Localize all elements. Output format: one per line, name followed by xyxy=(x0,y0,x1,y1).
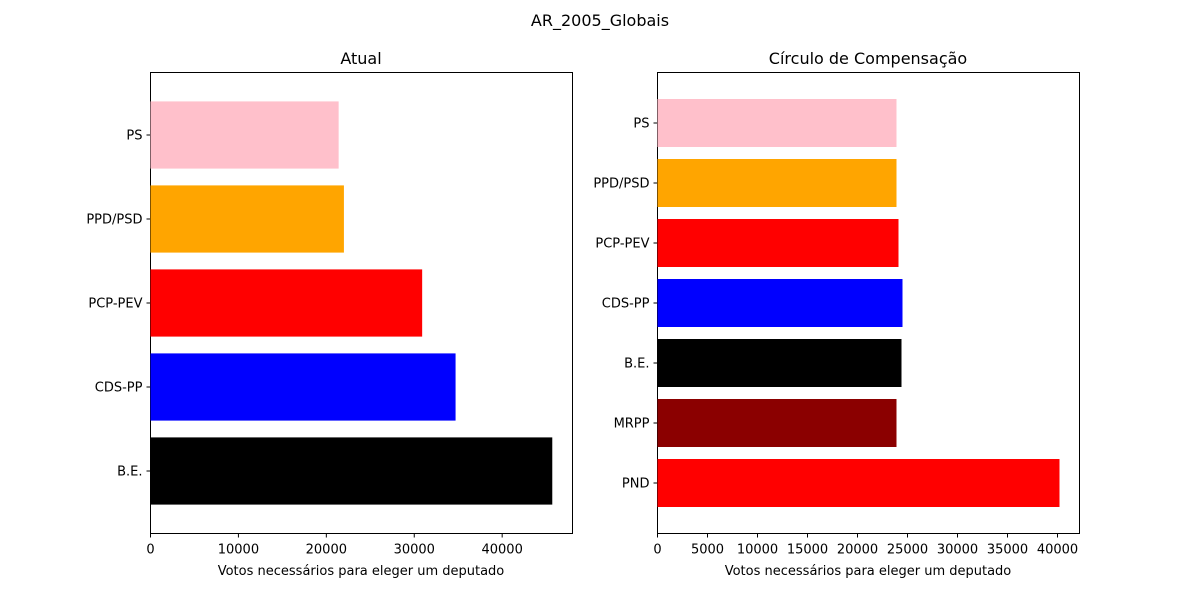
y-tick-label: PPD/PSD xyxy=(86,213,142,228)
chart-atual: PS PPD/PSD PCP-PEV CDS-PP B.E. 0 10000 20000 30… xyxy=(86,49,573,579)
bar-b-e xyxy=(150,437,553,505)
x-tick-label: 35000 xyxy=(987,543,1028,558)
x-tick-label: 30000 xyxy=(394,543,435,558)
y-tick-label: PCP-PEV xyxy=(595,237,649,252)
bars xyxy=(150,101,553,505)
x-tick-label: 25000 xyxy=(887,543,928,558)
x-tick-label: 20000 xyxy=(837,543,878,558)
y-tick-label: PND xyxy=(622,477,650,492)
x-axis-label: Votos necessários para eleger um deputad… xyxy=(725,564,1012,579)
figure-suptitle: AR_2005_Globais xyxy=(531,11,669,31)
x-tick-label: 30000 xyxy=(937,543,978,558)
chart-title: Círculo de Compensação xyxy=(769,49,967,68)
bar-mrpp xyxy=(657,399,897,447)
bar-pnd xyxy=(657,459,1060,507)
x-tick-label: 40000 xyxy=(1037,543,1078,558)
x-tick-label: 10000 xyxy=(218,543,259,558)
x-tick-label: 5000 xyxy=(691,543,724,558)
x-axis-label: Votos necessários para eleger um deputad… xyxy=(218,564,505,579)
bar-cds-pp xyxy=(657,279,903,327)
y-axis-ticks: PS PPD/PSD PCP-PEV CDS-PP B.E. xyxy=(86,129,151,480)
x-tick-label: 10000 xyxy=(737,543,778,558)
chart-circulo-compensacao: PS PPD/PSD PCP-PEV CDS-PP B.E. MRPP PND 0 5000 1… xyxy=(593,49,1080,579)
bar-ps xyxy=(150,101,339,169)
x-tick-label: 0 xyxy=(653,543,661,558)
x-tick-label: 0 xyxy=(146,543,154,558)
bar-pcp-pev xyxy=(150,269,423,337)
x-axis-ticks: 0 10000 20000 30000 40000 xyxy=(146,533,523,558)
y-tick-label: CDS-PP xyxy=(602,297,650,312)
y-tick-label: PS xyxy=(126,129,142,144)
y-tick-label: PCP-PEV xyxy=(88,297,142,312)
y-tick-label: MRPP xyxy=(614,417,650,432)
y-tick-label: B.E. xyxy=(117,465,142,480)
bar-b-e xyxy=(657,339,902,387)
bar-ppd-psd xyxy=(657,159,897,207)
y-tick-label: B.E. xyxy=(624,357,649,372)
bar-ps xyxy=(657,99,897,147)
x-axis-ticks: 0 5000 10000 15000 20000 25000 30000 35000 40000 xyxy=(653,533,1078,558)
chart-title: Atual xyxy=(340,49,381,68)
bar-ppd-psd xyxy=(150,185,344,253)
x-tick-label: 15000 xyxy=(787,543,828,558)
x-tick-label: 20000 xyxy=(306,543,347,558)
bar-cds-pp xyxy=(150,353,456,421)
y-tick-label: CDS-PP xyxy=(95,381,143,396)
y-tick-label: PPD/PSD xyxy=(593,177,649,192)
bar-pcp-pev xyxy=(657,219,899,267)
y-axis-ticks: PS PPD/PSD PCP-PEV CDS-PP B.E. MRPP PND xyxy=(593,117,658,492)
y-tick-label: PS xyxy=(633,117,649,132)
x-tick-label: 40000 xyxy=(481,543,522,558)
bars xyxy=(657,99,1060,507)
